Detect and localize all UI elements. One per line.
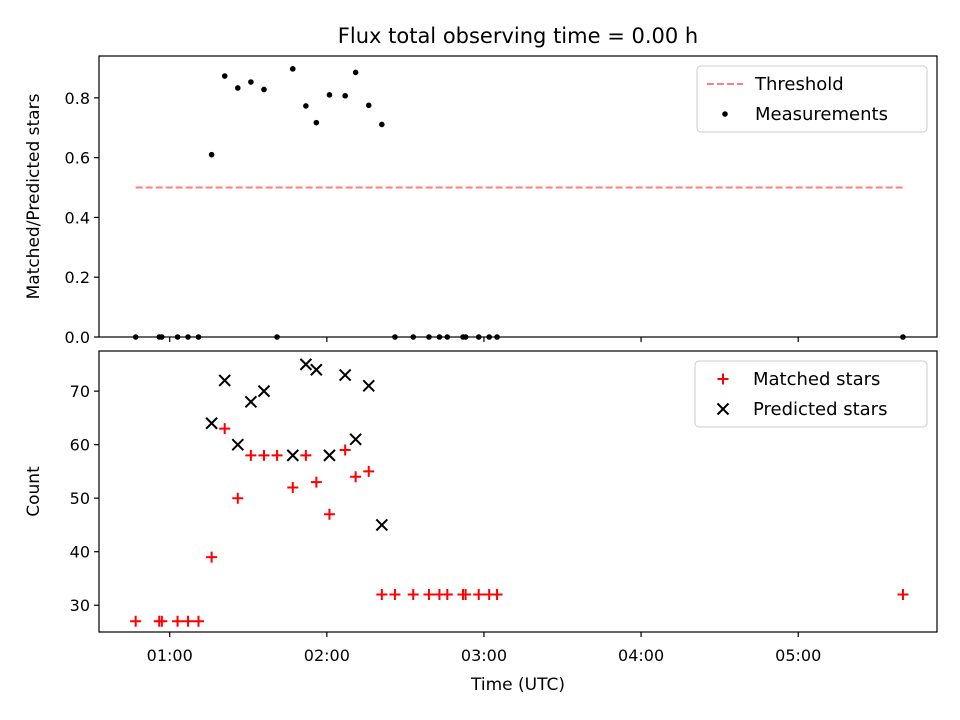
predicted-stars-point xyxy=(299,358,313,371)
matched-stars-point xyxy=(323,508,335,520)
matched-stars-point xyxy=(258,449,270,461)
measurements-point xyxy=(289,66,296,72)
predicted-stars-point xyxy=(231,438,245,451)
matched-stars-point xyxy=(193,615,205,627)
measurements-point xyxy=(208,151,215,158)
panel-1: Flux total observing time = 0.00 h 0.0 0.2… xyxy=(24,24,938,347)
y-tick-label: 0.4 xyxy=(65,208,90,227)
legend-swatch-predicted-stars xyxy=(716,402,730,416)
legend-label-measurements: Measurements xyxy=(755,104,888,125)
predicted-stars-point xyxy=(286,449,299,462)
y-tick-label: 70 xyxy=(70,382,90,401)
matched-stars-point xyxy=(441,589,453,601)
matched-stars-point xyxy=(407,589,419,601)
x-tick-label: 05:00 xyxy=(775,646,821,665)
matched-stars-point xyxy=(271,449,283,461)
axes-frame xyxy=(98,350,938,633)
legend-box xyxy=(696,65,928,133)
matched-stars-point xyxy=(473,589,485,601)
predicted-stars-point xyxy=(375,518,389,532)
matched-stars-point xyxy=(339,444,351,456)
matched-stars-point xyxy=(310,476,322,488)
matched-stars-point xyxy=(350,471,362,483)
predicted-stars-point xyxy=(349,433,362,446)
predicted-stars-point xyxy=(323,449,336,462)
predicted-stars-point xyxy=(205,417,218,430)
x-tick-label: 03:00 xyxy=(461,646,507,665)
matched-stars-point xyxy=(245,449,257,461)
measurements-point xyxy=(365,102,372,109)
matched-stars-point xyxy=(206,551,218,563)
matched-stars-point xyxy=(491,589,503,601)
predicted-stars-point xyxy=(244,395,258,409)
measurements-point xyxy=(303,103,309,109)
y-tick-label: 50 xyxy=(70,489,90,508)
legend-swatch-measurements xyxy=(722,111,728,117)
measurements-point xyxy=(261,86,267,93)
matched-stars-point xyxy=(156,615,168,627)
axes-frame xyxy=(98,55,938,338)
y-axis-label: Count xyxy=(24,466,44,517)
y-tick-label: 60 xyxy=(70,436,90,455)
predicted-stars-point xyxy=(218,374,231,387)
matched-stars-point xyxy=(423,589,435,601)
measurements-point xyxy=(379,121,385,128)
legend-label-threshold: Threshold xyxy=(754,74,844,95)
legend-box xyxy=(694,360,928,428)
matched-stars-point xyxy=(300,449,312,461)
y-tick-label: 30 xyxy=(70,596,90,615)
matched-stars-point xyxy=(182,615,194,627)
panel-2: 30 40 50 60 70 01:00 02:00 03:00 04:00 05:00 Count… xyxy=(24,350,938,695)
predicted-stars-point xyxy=(362,379,375,392)
legend: Threshold Measurements xyxy=(696,65,928,133)
legend-swatch-matched-stars xyxy=(717,373,729,385)
matched-stars-point xyxy=(287,481,299,493)
matched-stars-point xyxy=(219,423,231,435)
legend-label-matched-stars: Matched stars xyxy=(753,369,880,390)
legend-label-predicted-stars: Predicted stars xyxy=(753,399,887,420)
matched-stars-point xyxy=(232,492,244,504)
matched-stars-point xyxy=(363,465,375,477)
y-axis-label: Matched/Predicted stars xyxy=(24,93,44,299)
x-tick-label: 02:00 xyxy=(304,646,350,665)
x-tick-label: 01:00 xyxy=(147,646,193,665)
legend: Matched stars Predicted stars xyxy=(694,360,928,428)
y-tick-label: 0.0 xyxy=(65,328,90,347)
matched-stars-point xyxy=(376,589,388,601)
measurements-point xyxy=(326,92,333,98)
predicted-stars-point xyxy=(338,368,352,382)
chart-title: Flux total observing time = 0.00 h xyxy=(338,24,698,48)
x-tick-label: 04:00 xyxy=(618,646,664,665)
matched-stars-point xyxy=(172,615,184,627)
measurements-point xyxy=(221,73,228,79)
y-tick-label: 0.8 xyxy=(65,89,90,108)
predicted-stars-point xyxy=(257,384,271,398)
measurements-point xyxy=(342,92,348,99)
plot-area-edge xyxy=(130,358,909,627)
measurements-point xyxy=(248,79,254,85)
y-tick-label: 0.2 xyxy=(65,268,90,287)
measurements-point xyxy=(313,119,320,126)
y-tick-label: 0.6 xyxy=(65,149,90,168)
predicted-stars-point xyxy=(310,363,323,376)
measurements-point xyxy=(352,69,359,76)
measurements-point xyxy=(234,85,241,91)
matched-stars-point xyxy=(389,589,401,601)
y-tick-label: 40 xyxy=(70,543,90,562)
x-axis-label: Time (UTC) xyxy=(470,675,565,695)
matched-stars-point xyxy=(897,589,909,601)
matched-stars-point xyxy=(130,615,142,627)
matched-stars-point xyxy=(460,589,472,601)
